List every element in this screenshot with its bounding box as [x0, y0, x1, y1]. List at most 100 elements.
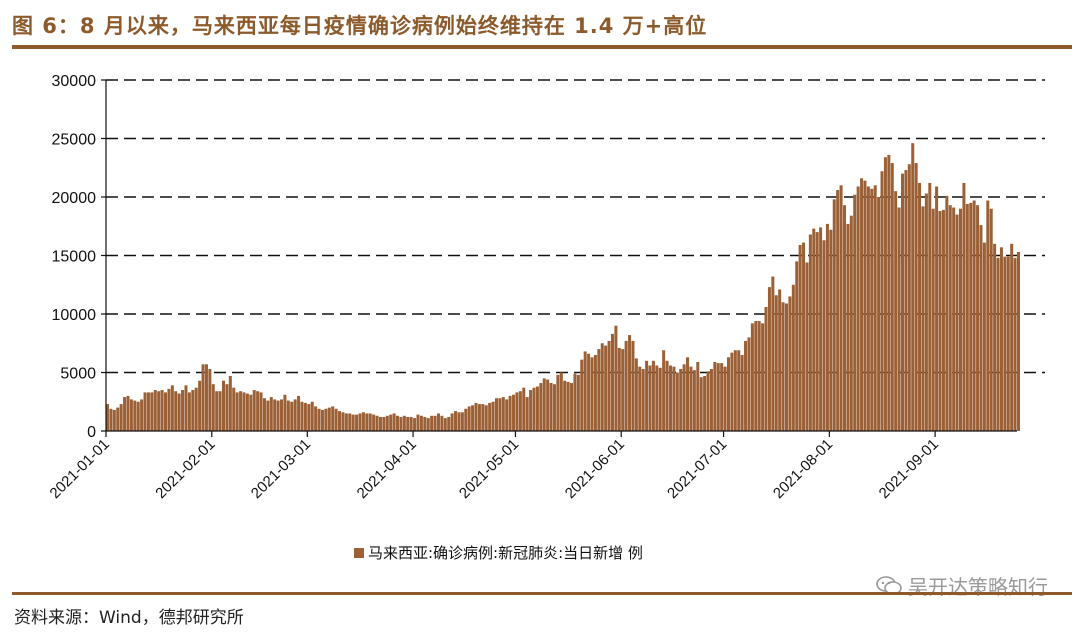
bar [866, 186, 870, 431]
bar [385, 415, 389, 431]
bar [331, 406, 335, 431]
bar [348, 413, 352, 431]
bar [303, 402, 307, 431]
bar [143, 392, 147, 431]
bar [573, 373, 577, 431]
bar [222, 380, 226, 431]
bar [317, 408, 321, 431]
bar [802, 242, 806, 431]
y-tick-label: 15000 [52, 249, 97, 266]
bar [440, 415, 444, 431]
bar [935, 186, 939, 431]
bar [839, 185, 843, 431]
bar [597, 349, 601, 431]
bar [737, 350, 741, 431]
watermark: 吴开达策略知行 [876, 571, 1048, 600]
bar [368, 413, 372, 431]
bar [883, 157, 887, 431]
bar [931, 208, 935, 431]
bar [471, 405, 475, 431]
bar [774, 295, 778, 431]
y-tick-label: 0 [87, 424, 96, 441]
x-tick-label: 2021-04-01 [354, 436, 420, 502]
bar [464, 408, 468, 431]
bar [842, 205, 846, 431]
bar [198, 380, 202, 431]
bar [576, 374, 580, 431]
bar [784, 303, 788, 431]
x-tick-label: 2021-02-01 [152, 436, 218, 502]
bar [972, 200, 976, 431]
bar [436, 413, 440, 431]
bar [167, 388, 171, 431]
bar [665, 360, 669, 431]
axes [101, 79, 1017, 437]
bar [396, 415, 400, 431]
bar [208, 368, 212, 431]
bar [993, 243, 997, 431]
bar [904, 170, 908, 431]
bar [979, 225, 983, 431]
bar [825, 223, 829, 431]
bar [218, 391, 222, 431]
bar [863, 180, 867, 431]
bar [706, 371, 710, 431]
bar [610, 333, 614, 431]
bar [999, 247, 1003, 431]
bar [590, 357, 594, 431]
bar [460, 412, 464, 431]
bar [849, 215, 853, 431]
bar [293, 399, 297, 431]
bar [181, 390, 185, 431]
bar [880, 171, 884, 431]
bar [829, 229, 833, 431]
bar [157, 391, 161, 431]
bar [996, 257, 1000, 431]
bar [409, 416, 413, 431]
bar [911, 143, 915, 431]
bar [624, 340, 628, 431]
bar [153, 390, 157, 431]
bar [262, 398, 266, 431]
y-tick-label: 30000 [52, 73, 97, 90]
y-tick-label: 25000 [52, 132, 97, 149]
bar [191, 390, 195, 431]
bar [136, 401, 140, 431]
bar [549, 383, 553, 431]
bar [327, 407, 331, 431]
bar [696, 361, 700, 431]
bar [447, 416, 451, 431]
bar [720, 363, 724, 431]
bar [928, 182, 932, 431]
bar [778, 289, 782, 431]
bar [512, 394, 516, 431]
title-rule [12, 45, 1072, 49]
bar [522, 387, 526, 431]
bar [628, 335, 632, 431]
bar [570, 383, 574, 431]
y-tick-label: 20000 [52, 190, 97, 207]
bar [918, 182, 922, 431]
bar [232, 387, 236, 431]
bar [392, 413, 396, 431]
bar [900, 173, 904, 431]
bar [1017, 251, 1021, 431]
bar [682, 364, 686, 431]
bar [204, 364, 208, 431]
bar [252, 390, 256, 431]
bar [754, 321, 758, 431]
bar [1006, 256, 1010, 431]
bar [986, 200, 990, 431]
bar [184, 385, 188, 431]
bar [914, 163, 918, 431]
bar [1003, 256, 1007, 431]
legend: 马来西亚:确诊病例:新冠肺炎:当日新增 例 [354, 544, 643, 562]
bar [416, 414, 420, 431]
x-tick-label: 2021-01-01 [47, 436, 113, 502]
bar [307, 404, 311, 431]
bar [170, 385, 174, 431]
bar [873, 185, 877, 431]
bar [351, 414, 355, 431]
bar [607, 340, 611, 431]
bar [450, 413, 454, 431]
